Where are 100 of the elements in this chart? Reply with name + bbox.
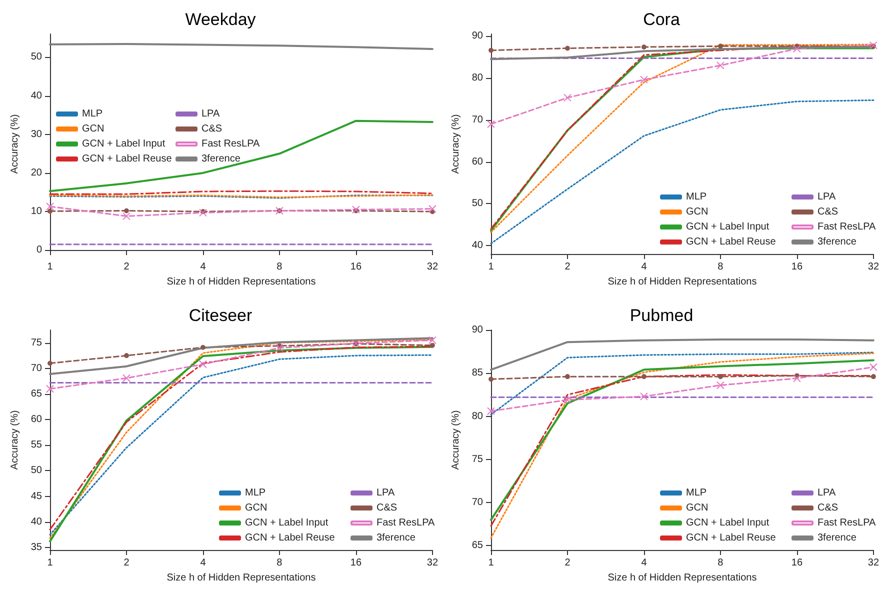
legend-label: MLP xyxy=(82,108,103,120)
point xyxy=(48,360,52,366)
y-tick-label: 75 xyxy=(472,454,484,465)
legend-label: GCN + Label Input xyxy=(82,138,166,150)
legend-label: GCN + Label Input xyxy=(245,518,328,528)
y-tick-label: 60 xyxy=(472,156,484,168)
x-axis-title: Size h of Hidden Representations xyxy=(608,276,757,288)
legend-label: GCN + Label Reuse xyxy=(686,236,776,248)
y-tick-label: 65 xyxy=(472,540,484,552)
legend-label: C&S xyxy=(202,124,222,134)
x-tick-label: 2 xyxy=(124,558,130,568)
legend-label: LPA xyxy=(818,192,836,202)
y-tick-label: 70 xyxy=(472,114,484,126)
x-tick-label: 2 xyxy=(564,558,571,568)
point xyxy=(198,208,207,217)
y-tick-label: 80 xyxy=(472,72,484,84)
point xyxy=(564,46,570,51)
legend-label: Fast ResLPA xyxy=(818,518,876,528)
y-tick-label: 0 xyxy=(36,244,42,256)
line-series xyxy=(49,337,434,375)
y-tick-label: 35 xyxy=(30,542,42,553)
y-tick-label: 65 xyxy=(30,388,42,400)
x-tick-label: 32 xyxy=(426,558,438,568)
y-tick-label: 70 xyxy=(30,362,42,374)
point xyxy=(718,44,723,49)
point xyxy=(640,392,648,400)
point xyxy=(124,208,129,214)
legend-label: GCN xyxy=(82,124,104,134)
x-tick-label: 8 xyxy=(718,558,724,568)
y-axis-title: Accuracy (%) xyxy=(450,114,462,174)
point xyxy=(716,381,724,390)
point xyxy=(430,342,435,348)
x-tick-label: 32 xyxy=(868,558,880,568)
y-axis-title: Accuracy (%) xyxy=(9,114,20,174)
x-tick-label: 8 xyxy=(276,558,283,568)
legend-label: C&S xyxy=(818,502,838,514)
x-tick-label: 16 xyxy=(791,558,803,568)
point xyxy=(488,48,494,53)
y-tick-label: 10 xyxy=(30,206,42,218)
y-tick-label: 75 xyxy=(30,337,42,348)
y-tick-label: 50 xyxy=(472,198,484,210)
y-tick-label: 85 xyxy=(472,368,484,379)
legend-label: C&S xyxy=(376,502,398,514)
x-tick-label: 4 xyxy=(641,262,648,272)
y-axis-title: Accuracy (%) xyxy=(450,410,462,470)
y-tick-label: 90 xyxy=(472,324,484,336)
x-tick-label: 4 xyxy=(641,558,648,568)
point xyxy=(870,374,876,380)
x-tick-label: 16 xyxy=(350,558,362,568)
point xyxy=(122,212,130,220)
y-tick-label: 50 xyxy=(30,52,42,63)
point xyxy=(200,344,206,350)
legend-label: LPA xyxy=(202,108,220,120)
point xyxy=(488,376,494,382)
point xyxy=(563,396,572,404)
y-tick-label: 90 xyxy=(472,30,484,42)
x-tick-label: 1 xyxy=(488,262,494,272)
point xyxy=(869,41,878,50)
x-tick-label: 32 xyxy=(868,262,880,272)
y-tick-label: 80 xyxy=(472,410,484,422)
x-tick-label: 8 xyxy=(276,262,283,272)
x-axis-title: Size h of Hidden Representations xyxy=(166,276,316,288)
legend-label: GCN + Label Reuse xyxy=(245,532,336,544)
point xyxy=(198,360,207,368)
y-axis-title: Accuracy (%) xyxy=(9,410,20,470)
legend-label: MLP xyxy=(686,488,707,498)
line-series xyxy=(490,338,874,371)
legend-label: Fast ResLPA xyxy=(818,222,876,232)
chart-title: Cora xyxy=(643,10,680,29)
legend-label: GCN + Label Reuse xyxy=(686,532,776,544)
point xyxy=(641,44,646,50)
x-axis-title: Size h of Hidden Representations xyxy=(166,572,316,584)
point xyxy=(124,353,129,358)
x-tick-label: 1 xyxy=(47,262,54,272)
legend-label: LPA xyxy=(376,488,395,498)
legend-label: GCN + Label Input xyxy=(686,518,770,528)
chart-title: Weekday xyxy=(185,10,256,29)
point xyxy=(718,374,723,380)
line-series xyxy=(49,120,434,192)
x-tick-label: 2 xyxy=(124,262,130,272)
x-tick-label: 32 xyxy=(426,262,438,272)
x-axis-title: Size h of Hidden Representations xyxy=(608,572,757,584)
x-tick-label: 16 xyxy=(791,262,803,272)
x-tick-label: 2 xyxy=(564,262,571,272)
x-tick-label: 1 xyxy=(47,558,54,568)
y-tick-label: 20 xyxy=(30,167,42,178)
legend-label: GCN xyxy=(686,502,708,514)
legend-label: GCN xyxy=(686,206,708,218)
point xyxy=(640,76,648,84)
legend-label: 3ference xyxy=(376,532,416,544)
x-tick-label: 16 xyxy=(350,262,362,272)
point xyxy=(487,120,495,128)
x-tick-label: 4 xyxy=(200,558,206,568)
point xyxy=(564,374,570,380)
point xyxy=(869,363,878,372)
legend-label: 3ference xyxy=(818,532,857,544)
point xyxy=(487,407,495,416)
point xyxy=(122,374,130,382)
legend-label: 3ference xyxy=(818,236,857,248)
y-tick-label: 40 xyxy=(472,240,484,252)
